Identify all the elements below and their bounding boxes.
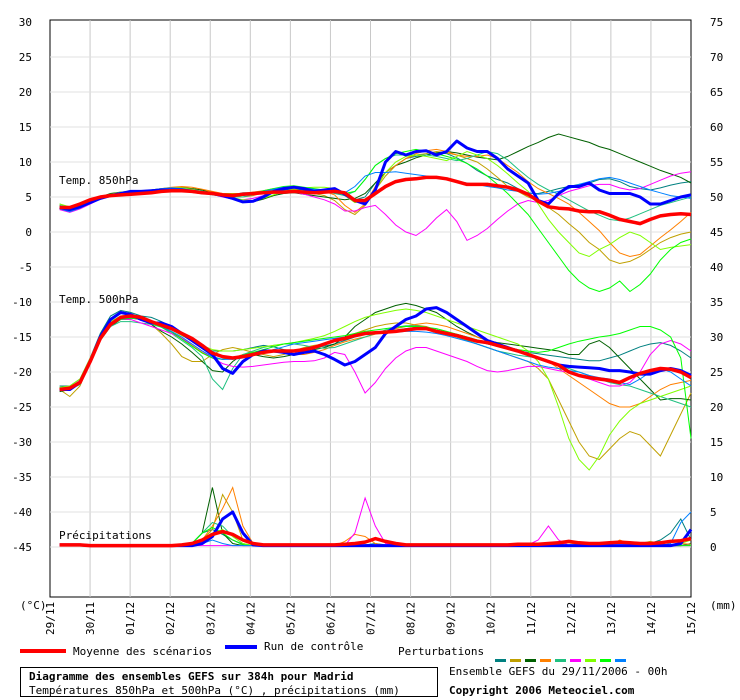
x-tick-label: 13/12 (605, 602, 618, 635)
t500-member-line (59, 302, 692, 401)
y-tick-left: 10 (19, 156, 32, 169)
t850-control-line (59, 139, 692, 212)
perturbation-swatch (570, 659, 581, 662)
x-axis-ticks: 29/11 30/11 01/12 02/12 03/12 04/12 05/12 06/12… (44, 602, 698, 635)
t850-member-line (59, 150, 692, 258)
precip-member-line (59, 511, 692, 547)
x-tick-label: 08/12 (405, 602, 418, 635)
precip-member-line (59, 518, 692, 547)
y-tick-left: -5 (19, 261, 32, 274)
y-tick-right: 50 (710, 191, 723, 204)
left-axis-unit: (°C) (20, 599, 47, 612)
x-tick-label: 09/12 (445, 602, 458, 635)
y-tick-left: 20 (19, 86, 32, 99)
perturbation-swatch (600, 659, 611, 662)
y-tick-left: -40 (12, 506, 32, 519)
y-tick-left: 5 (25, 191, 32, 204)
y-tick-left: 15 (19, 121, 32, 134)
y-tick-right: 20 (710, 401, 723, 414)
chart-title: Diagramme des ensembles GEFS sur 384h po… (29, 670, 354, 683)
y-tick-left: -10 (12, 296, 32, 309)
t850-member-line (59, 171, 692, 242)
legend-perturbation-swatches (495, 650, 630, 669)
t850-member-line (59, 150, 692, 265)
x-tick-label: 07/12 (365, 602, 378, 635)
y-tick-right: 35 (710, 296, 723, 309)
y-tick-right: 15 (710, 436, 723, 449)
y-tick-left: 30 (19, 16, 32, 29)
y-tick-left: -35 (12, 471, 32, 484)
t500-member-line (59, 316, 692, 461)
perturbation-swatch (525, 659, 536, 662)
x-tick-label: 05/12 (284, 602, 297, 635)
t500-member-line (59, 317, 692, 439)
x-tick-label: 29/11 (44, 602, 57, 635)
legend-control-label: Run de contrôle (264, 640, 364, 653)
x-tick-label: 15/12 (685, 602, 698, 635)
x-tick-label: 02/12 (164, 602, 177, 635)
perturbation-swatch (615, 659, 626, 662)
t500-mean-line (59, 314, 692, 392)
t500-panel-label: Temp. 500hPa (59, 293, 138, 306)
y-tick-right: 40 (710, 261, 723, 274)
y-tick-right: 5 (710, 506, 717, 519)
legend-perturbations-label: Perturbations (398, 645, 485, 658)
legend-mean-label: Moyenne des scénarios (73, 645, 213, 658)
precip-mean-line (59, 529, 692, 548)
precip-panel-label: Précipitations (59, 529, 152, 542)
y-tick-right: 25 (710, 366, 723, 379)
x-tick-label: 04/12 (244, 602, 257, 635)
x-tick-label: 12/12 (565, 602, 578, 635)
legend-control-swatch (225, 645, 257, 649)
chart-subtitle: Températures 850hPa et 500hPa (°C) , pré… (29, 684, 400, 697)
perturbation-swatch (585, 659, 596, 662)
y-tick-right: 10 (710, 471, 723, 484)
run-info: Ensemble GEFS du 29/11/2006 - 00h (449, 665, 668, 678)
x-tick-label: 10/12 (485, 602, 498, 635)
t850-member-line (59, 152, 692, 209)
y-tick-right: 60 (710, 121, 723, 134)
y-tick-right: 65 (710, 86, 723, 99)
t850-member-line (59, 171, 692, 213)
y-tick-right: 70 (710, 51, 723, 64)
perturbation-swatch (495, 659, 506, 662)
y-tick-left: -20 (12, 366, 32, 379)
y-tick-right: 30 (710, 331, 723, 344)
chart-grid (49, 19, 692, 598)
y-tick-left: 0 (25, 226, 32, 239)
y-tick-left: -30 (12, 436, 32, 449)
x-tick-label: 30/11 (84, 602, 97, 635)
y-tick-left: -15 (12, 331, 32, 344)
chart-info-box: Diagramme des ensembles GEFS sur 384h po… (20, 667, 438, 697)
t850-mean-line (59, 175, 692, 226)
t850-member-line (59, 148, 692, 293)
precip-control-line (59, 510, 693, 548)
y-tick-left: -45 (12, 541, 32, 554)
y-tick-right: 0 (710, 541, 717, 554)
perturbation-swatch (555, 659, 566, 662)
left-axis-ticks: 30 25 20 15 10 5 0 -5 -10 -15 -20 -25 -30 -35 -40 -45 (12, 16, 32, 554)
t850-member-line (59, 133, 692, 211)
legend-mean-swatch (20, 649, 66, 653)
x-tick-label: 11/12 (525, 602, 538, 635)
x-tick-label: 14/12 (645, 602, 658, 635)
series-group (59, 133, 693, 548)
perturbation-swatch (510, 659, 521, 662)
y-tick-right: 55 (710, 156, 723, 169)
y-tick-right: 75 (710, 16, 723, 29)
y-tick-left: 25 (19, 51, 32, 64)
y-tick-right: 45 (710, 226, 723, 239)
t500-control-line (59, 306, 692, 391)
x-tick-label: 03/12 (204, 602, 217, 635)
right-axis-unit: (mm) (710, 599, 737, 612)
x-tick-label: 01/12 (124, 602, 137, 635)
copyright: Copyright 2006 Meteociel.com (449, 684, 635, 697)
x-tick-label: 06/12 (324, 602, 337, 635)
t850-panel-label: Temp. 850hPa (59, 174, 138, 187)
y-tick-left: -25 (12, 401, 32, 414)
t500-member-line (59, 319, 692, 394)
perturbation-swatch (540, 659, 551, 662)
